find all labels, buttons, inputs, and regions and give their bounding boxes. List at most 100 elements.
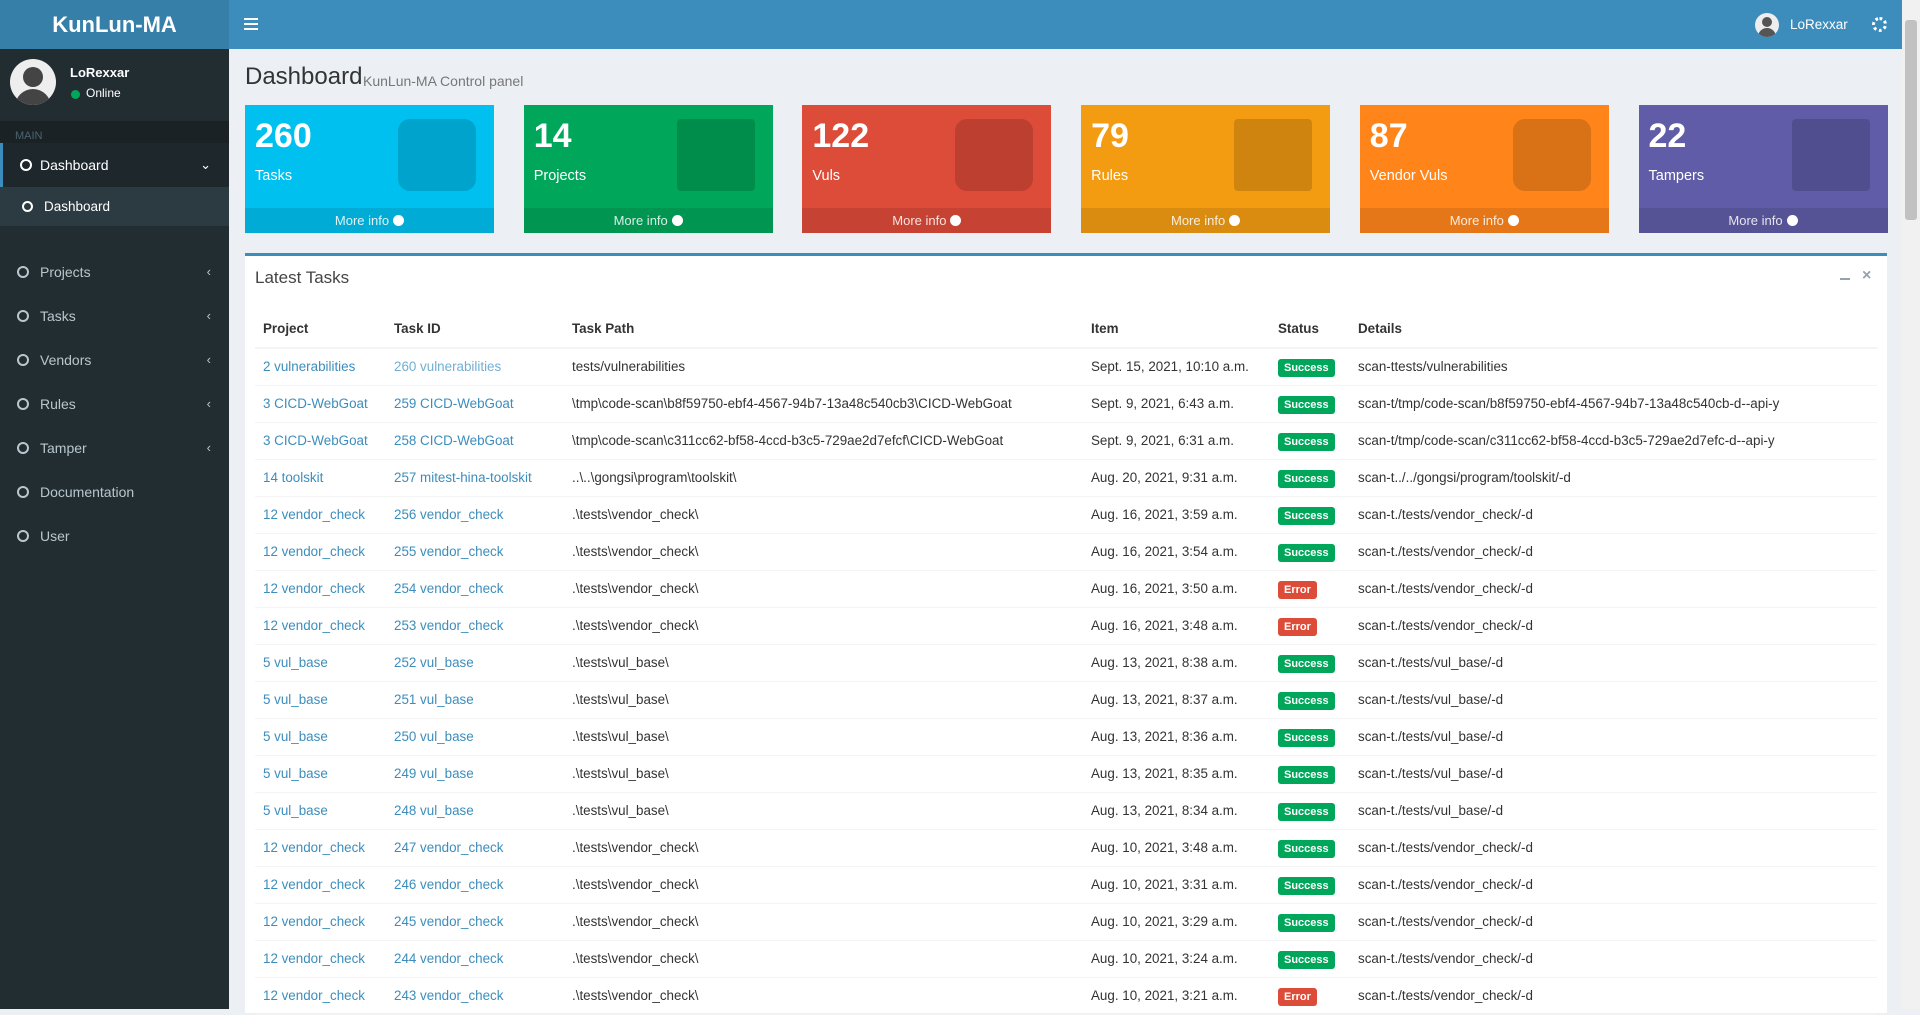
stat-label: Tasks xyxy=(255,168,293,184)
more-info[interactable]: More info xyxy=(1081,208,1331,233)
status-cell: Error xyxy=(1278,607,1317,644)
table-link[interactable]: 246 vendor_check xyxy=(394,877,504,892)
more-info[interactable]: More info xyxy=(802,208,1052,233)
menu-label: User xyxy=(40,528,70,544)
more-info-arrow xyxy=(1786,215,1798,226)
table-link[interactable]: 250 vul_base xyxy=(394,729,474,744)
status-cell: Error xyxy=(1278,977,1317,1014)
status-cell: Success xyxy=(1278,829,1335,866)
table-link[interactable]: 5 vul_base xyxy=(263,692,328,707)
table-link[interactable]: 2 vulnerabilities xyxy=(263,359,356,374)
table-link[interactable]: 12 vendor_check xyxy=(263,877,365,892)
status-cell: Success xyxy=(1278,385,1335,422)
table-link[interactable]: 12 vendor_check xyxy=(263,507,365,522)
table-cell: Aug. 10, 2021, 3:24 a.m. xyxy=(1091,951,1238,966)
table-cell: scan-t./tests/vendor_check/-d xyxy=(1358,581,1533,596)
row-rule xyxy=(255,792,1877,793)
stat-value: 79 xyxy=(1091,117,1129,155)
table-link[interactable]: 3 CICD-WebGoat xyxy=(263,396,368,411)
submenu-item[interactable]: Dashboard xyxy=(0,187,229,226)
table-link[interactable]: 3 CICD-WebGoat xyxy=(263,433,368,448)
table-cell: scan-t/tmp/code-scan/c311cc62-bf58-4ccd-… xyxy=(1358,433,1775,448)
menu-item[interactable]: Dashboard ⌄ xyxy=(0,143,229,187)
table-cell: Aug. 20, 2021, 9:31 a.m. xyxy=(1091,470,1238,485)
online-dot xyxy=(71,90,80,99)
table-link[interactable]: 255 vendor_check xyxy=(394,544,504,559)
user-name[interactable]: LoRexxar xyxy=(1790,17,1848,32)
close-button[interactable]: × xyxy=(1862,267,1872,284)
table-link[interactable]: 245 vendor_check xyxy=(394,914,504,929)
more-info[interactable]: More info xyxy=(1359,208,1609,233)
table-link[interactable]: 243 vendor_check xyxy=(394,988,504,1003)
menu-label: Vendors xyxy=(40,352,92,368)
more-info-arrow xyxy=(1229,215,1241,226)
table-link[interactable]: 253 vendor_check xyxy=(394,618,504,633)
settings-icon[interactable] xyxy=(1872,17,1887,32)
sidebar-user: LoRexxar xyxy=(70,65,130,80)
table-link[interactable]: 252 vul_base xyxy=(394,655,474,670)
table-link[interactable]: 12 vendor_check xyxy=(263,618,365,633)
table-link[interactable]: 12 vendor_check xyxy=(263,988,365,1003)
table-link[interactable]: 5 vul_base xyxy=(263,729,328,744)
more-info[interactable]: More info xyxy=(523,208,773,233)
table-link[interactable]: 256 vendor_check xyxy=(394,507,504,522)
row-rule xyxy=(255,570,1877,571)
table-link[interactable]: 251 vul_base xyxy=(394,692,474,707)
table-link[interactable]: 12 vendor_check xyxy=(263,951,365,966)
table-link[interactable]: 259 CICD-WebGoat xyxy=(394,396,514,411)
status-cell: Success xyxy=(1278,681,1335,718)
table-cell: Aug. 16, 2021, 3:48 a.m. xyxy=(1091,618,1238,633)
row-rule xyxy=(255,866,1877,867)
table-cell: scan-t./tests/vendor_check/-d xyxy=(1358,988,1533,1003)
table-link[interactable]: 254 vendor_check xyxy=(394,581,504,596)
table-link[interactable]: 257 mitest-hina-toolskit xyxy=(394,470,532,485)
menu-item[interactable]: Rules ‹ xyxy=(0,382,229,426)
table-link[interactable]: 12 vendor_check xyxy=(263,840,365,855)
table-cell: Aug. 10, 2021, 3:31 a.m. xyxy=(1091,877,1238,892)
menu-item[interactable]: User xyxy=(0,514,229,558)
more-info[interactable]: More info xyxy=(245,208,494,233)
collapse-button[interactable] xyxy=(1840,278,1850,280)
logo[interactable]: KunLun-MA xyxy=(0,0,229,49)
table-link[interactable]: 12 vendor_check xyxy=(263,544,365,559)
row-rule xyxy=(255,903,1877,904)
stat-box: 260 Tasks More info xyxy=(245,105,494,233)
table-link[interactable]: 5 vul_base xyxy=(263,655,328,670)
table-cell: Sept. 9, 2021, 6:31 a.m. xyxy=(1091,433,1234,448)
row-rule xyxy=(255,977,1877,978)
status-cell: Success xyxy=(1278,348,1335,385)
table-cell: scan-t./tests/vendor_check/-d xyxy=(1358,544,1533,559)
menu-item[interactable]: Tasks ‹ xyxy=(0,294,229,338)
table-link[interactable]: 12 vendor_check xyxy=(263,581,365,596)
menu-icon xyxy=(17,354,29,366)
scrollbar xyxy=(1902,0,1920,1009)
stat-value: 14 xyxy=(533,117,572,155)
table-link[interactable]: 248 vul_base xyxy=(394,803,474,818)
table-link[interactable]: 247 vendor_check xyxy=(394,840,504,855)
menu-item[interactable]: Projects ‹ xyxy=(0,250,229,294)
table-link[interactable]: 258 CICD-WebGoat xyxy=(394,433,514,448)
table-cell: scan-t./tests/vendor_check/-d xyxy=(1358,914,1533,929)
column-header: Project xyxy=(263,321,309,336)
column-header: Details xyxy=(1358,321,1402,336)
table-link[interactable]: 14 toolskit xyxy=(263,470,324,485)
table-link[interactable]: 12 vendor_check xyxy=(263,914,365,929)
table-cell: .\tests\vul_base\ xyxy=(572,803,669,818)
menu-item[interactable]: Documentation xyxy=(0,470,229,514)
menu-item[interactable]: Vendors ‹ xyxy=(0,338,229,382)
status-cell: Success xyxy=(1278,718,1335,755)
table-cell: Aug. 13, 2021, 8:35 a.m. xyxy=(1091,766,1238,781)
table-cell: \tmp\code-scan\c311cc62-bf58-4ccd-b3c5-7… xyxy=(572,433,1004,448)
table-link[interactable]: 260 vulnerabilities xyxy=(394,359,502,374)
table-link[interactable]: 244 vendor_check xyxy=(394,951,504,966)
table-link[interactable]: 5 vul_base xyxy=(263,803,328,818)
sidebar-toggle[interactable] xyxy=(244,14,258,34)
stat-label: Tampers xyxy=(1648,168,1705,184)
user-avatar[interactable] xyxy=(1755,13,1779,37)
table-link[interactable]: 5 vul_base xyxy=(263,766,328,781)
menu-item[interactable]: Tamper ‹ xyxy=(0,426,229,470)
table-cell: .\tests\vendor_check\ xyxy=(572,581,699,596)
more-info[interactable]: More info xyxy=(1638,208,1888,233)
menu-chevron: ⌄ xyxy=(200,157,211,172)
table-link[interactable]: 249 vul_base xyxy=(394,766,474,781)
